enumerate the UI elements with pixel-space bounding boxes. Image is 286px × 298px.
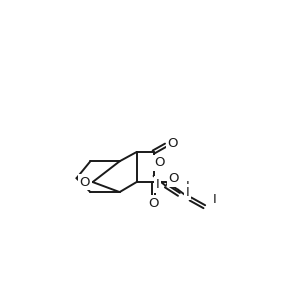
Text: O: O xyxy=(80,176,90,189)
Text: O: O xyxy=(154,156,165,169)
Text: O: O xyxy=(168,137,178,150)
Text: O: O xyxy=(148,197,159,210)
Text: I: I xyxy=(186,180,189,193)
Text: O: O xyxy=(168,173,179,185)
Text: I: I xyxy=(156,178,159,191)
Text: I: I xyxy=(186,186,189,198)
Text: I: I xyxy=(212,193,216,206)
